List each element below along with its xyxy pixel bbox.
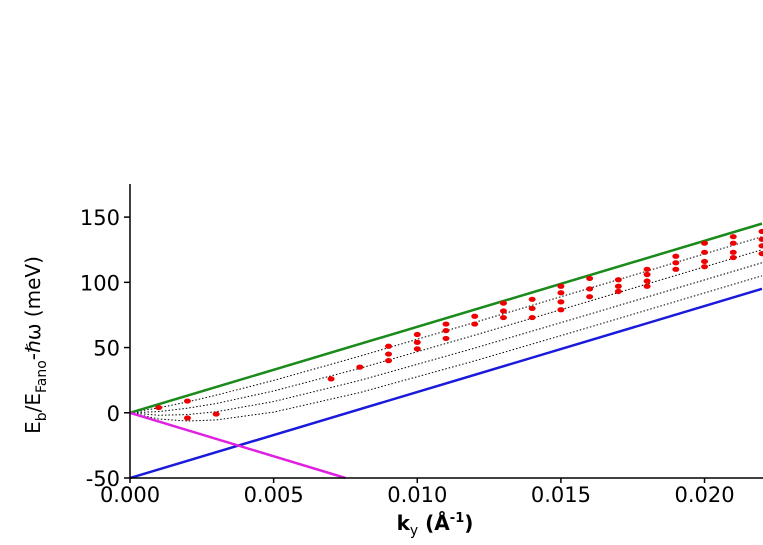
data-point [614, 283, 622, 289]
data-point [528, 305, 536, 312]
data-point [442, 321, 450, 327]
axes [124, 184, 763, 483]
data-point [701, 240, 709, 246]
data-point [586, 286, 594, 292]
data-point [183, 415, 191, 421]
data-point [499, 300, 507, 306]
data-point [557, 283, 565, 289]
data-point [442, 327, 450, 334]
data-point [557, 299, 565, 305]
data-point [471, 321, 479, 327]
x-tick-label: 0.000 [100, 483, 160, 507]
data-point [413, 339, 421, 345]
data-point [183, 398, 191, 404]
data-point [557, 290, 565, 296]
y-tick-label: 150 [80, 206, 120, 230]
data-point [471, 313, 479, 319]
data-point [499, 314, 507, 321]
data-point [729, 234, 737, 240]
data-point [614, 277, 622, 283]
x-tick-label: 0.005 [244, 483, 304, 507]
x-axis-label: ky (Å-1) [397, 511, 474, 539]
line [130, 287, 763, 479]
line [130, 411, 346, 479]
label-part: b [34, 412, 50, 421]
y-tick-label: 50 [93, 337, 120, 361]
plot-area [130, 222, 763, 479]
y-tick-label: 100 [80, 271, 120, 295]
data-point [701, 258, 709, 265]
data-point [701, 249, 709, 255]
label-part: Fano [34, 360, 50, 393]
data-point [327, 376, 335, 382]
data-point [385, 343, 393, 349]
y-tick-label: 0 [107, 402, 120, 426]
data-point [356, 364, 364, 370]
data-point [758, 228, 763, 235]
data-point [499, 308, 507, 314]
label-part: ) [464, 511, 473, 535]
data-point [643, 266, 651, 272]
line [130, 222, 763, 414]
data-point [155, 404, 163, 411]
data-point [557, 307, 565, 313]
data-point [586, 275, 594, 282]
data-point [672, 266, 680, 272]
data-point [729, 240, 737, 246]
data-point [758, 243, 763, 249]
data-point [643, 283, 651, 289]
dotted-line [130, 275, 763, 422]
data-point [729, 254, 737, 261]
data-point [729, 249, 737, 255]
data-point [643, 271, 651, 278]
data-point [385, 351, 393, 357]
data-point [672, 260, 680, 266]
data-point [643, 278, 651, 284]
data-point [528, 314, 536, 321]
data-point [528, 296, 536, 302]
label-part: y [410, 523, 418, 539]
data-point [413, 331, 421, 338]
data-point [212, 411, 220, 417]
label-part: k [397, 511, 411, 535]
x-tick-label: 0.020 [674, 483, 734, 507]
label-part: E [21, 421, 45, 434]
y-axis-label: Eb/EFano-ℏω (meV) [21, 256, 50, 434]
x-tick-label: 0.010 [387, 483, 447, 507]
data-point [672, 253, 680, 259]
label-part: (Å [418, 511, 450, 535]
dotted-line [130, 236, 763, 414]
data-point [442, 335, 450, 342]
data-point [586, 294, 594, 300]
data-point [614, 288, 622, 295]
label-part: -1 [450, 511, 464, 526]
data-point [758, 236, 763, 242]
data-point [758, 251, 763, 257]
dotted-line [130, 262, 763, 416]
y-tick-label: -50 [86, 467, 120, 491]
data-point [385, 358, 393, 364]
x-tick-label: 0.015 [531, 483, 591, 507]
label-part: -ℏω (meV) [21, 256, 45, 360]
dotted-line [130, 249, 763, 414]
data-point [413, 346, 421, 352]
data-point [701, 264, 709, 270]
label-part: /E [21, 393, 45, 412]
